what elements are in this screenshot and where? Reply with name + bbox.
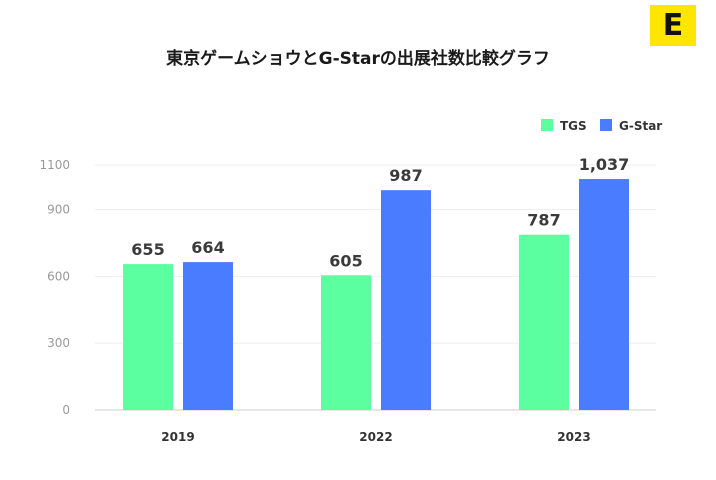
bar-tgs-2022 — [321, 275, 371, 410]
data-labels: 655 664 605 987 787 1,037 — [131, 155, 629, 270]
brand-logo: E — [650, 5, 696, 46]
x-axis-ticks: 2019 2022 2023 — [161, 430, 590, 444]
bar-g-star-2022 — [381, 190, 431, 410]
y-tick-label: 900 — [47, 203, 70, 217]
bar-tgs-2023 — [519, 234, 569, 410]
x-tick-label-2023: 2023 — [557, 430, 590, 444]
bar-g-star-2023 — [579, 179, 629, 410]
legend: TGS G-Star — [541, 119, 662, 133]
legend-swatch-g-star — [600, 119, 612, 131]
data-label-tgs-2022: 605 — [329, 251, 362, 270]
brand-logo-letter: E — [662, 7, 684, 43]
bar-g-star-2019 — [183, 262, 233, 410]
bars — [123, 179, 629, 410]
data-label-g-star-2023: 1,037 — [579, 155, 630, 174]
data-label-g-star-2019: 664 — [191, 238, 224, 257]
x-tick-label-2019: 2019 — [161, 430, 194, 444]
data-label-tgs-2019: 655 — [131, 240, 164, 259]
y-tick-label: 1100 — [39, 158, 70, 172]
bar-tgs-2019 — [123, 264, 173, 410]
grid-lines — [95, 164, 656, 411]
data-label-tgs-2023: 787 — [527, 211, 560, 230]
legend-swatch-tgs — [541, 119, 553, 131]
y-tick-label: 300 — [47, 336, 70, 350]
legend-label-g-star: G-Star — [619, 119, 662, 133]
y-axis-ticks: 0 300 600 900 1100 — [39, 158, 70, 417]
chart-title: 東京ゲームショウとG-Starの出展社数比較グラフ — [166, 49, 550, 69]
y-tick-label: 0 — [62, 403, 70, 417]
x-tick-label-2022: 2022 — [359, 430, 392, 444]
data-label-g-star-2022: 987 — [389, 166, 422, 185]
legend-label-tgs: TGS — [560, 119, 587, 133]
y-tick-label: 600 — [47, 269, 70, 283]
